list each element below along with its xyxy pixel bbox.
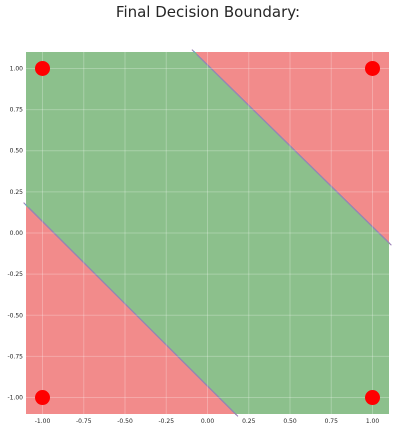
x-tick-label: -0.50 — [117, 418, 133, 425]
plot-area — [23, 49, 392, 417]
y-tick-label: -0.25 — [7, 271, 23, 278]
chart-title: Final Decision Boundary: — [116, 3, 300, 21]
boundary-line-1-4 — [28, 207, 239, 417]
x-tick-label: 1.00 — [366, 418, 380, 425]
y-tick-label: -0.75 — [7, 353, 23, 360]
data-point-1 — [35, 60, 50, 76]
x-tick-label: -1.00 — [35, 418, 51, 425]
x-tick-label: 0.50 — [283, 418, 297, 425]
boundary-line-2-4 — [196, 54, 392, 246]
x-tick-label: -0.25 — [158, 418, 174, 425]
data-point-4 — [365, 390, 380, 406]
y-tick-label: 0.50 — [10, 148, 24, 155]
y-tick-label: 0.75 — [10, 107, 24, 114]
axis-ticks: -1.00 -0.75 -0.50 -0.25 0.00 0.25 0.50 0.75 1.00… — [7, 65, 379, 425]
x-tick-label: 0.00 — [201, 418, 215, 425]
y-tick-label: 1.00 — [10, 65, 24, 72]
y-tick-label: -1.00 — [7, 395, 23, 402]
data-points — [35, 60, 380, 406]
grid — [26, 52, 389, 414]
data-point-2 — [365, 60, 380, 76]
y-tick-label: -0.50 — [7, 312, 23, 319]
x-tick-label: -0.75 — [76, 418, 92, 425]
x-tick-label: 0.75 — [325, 418, 339, 425]
x-tick-label: 0.25 — [242, 418, 256, 425]
data-point-3 — [35, 390, 50, 406]
y-tick-label: 0.25 — [10, 189, 24, 196]
y-tick-label: 0.00 — [10, 230, 24, 237]
